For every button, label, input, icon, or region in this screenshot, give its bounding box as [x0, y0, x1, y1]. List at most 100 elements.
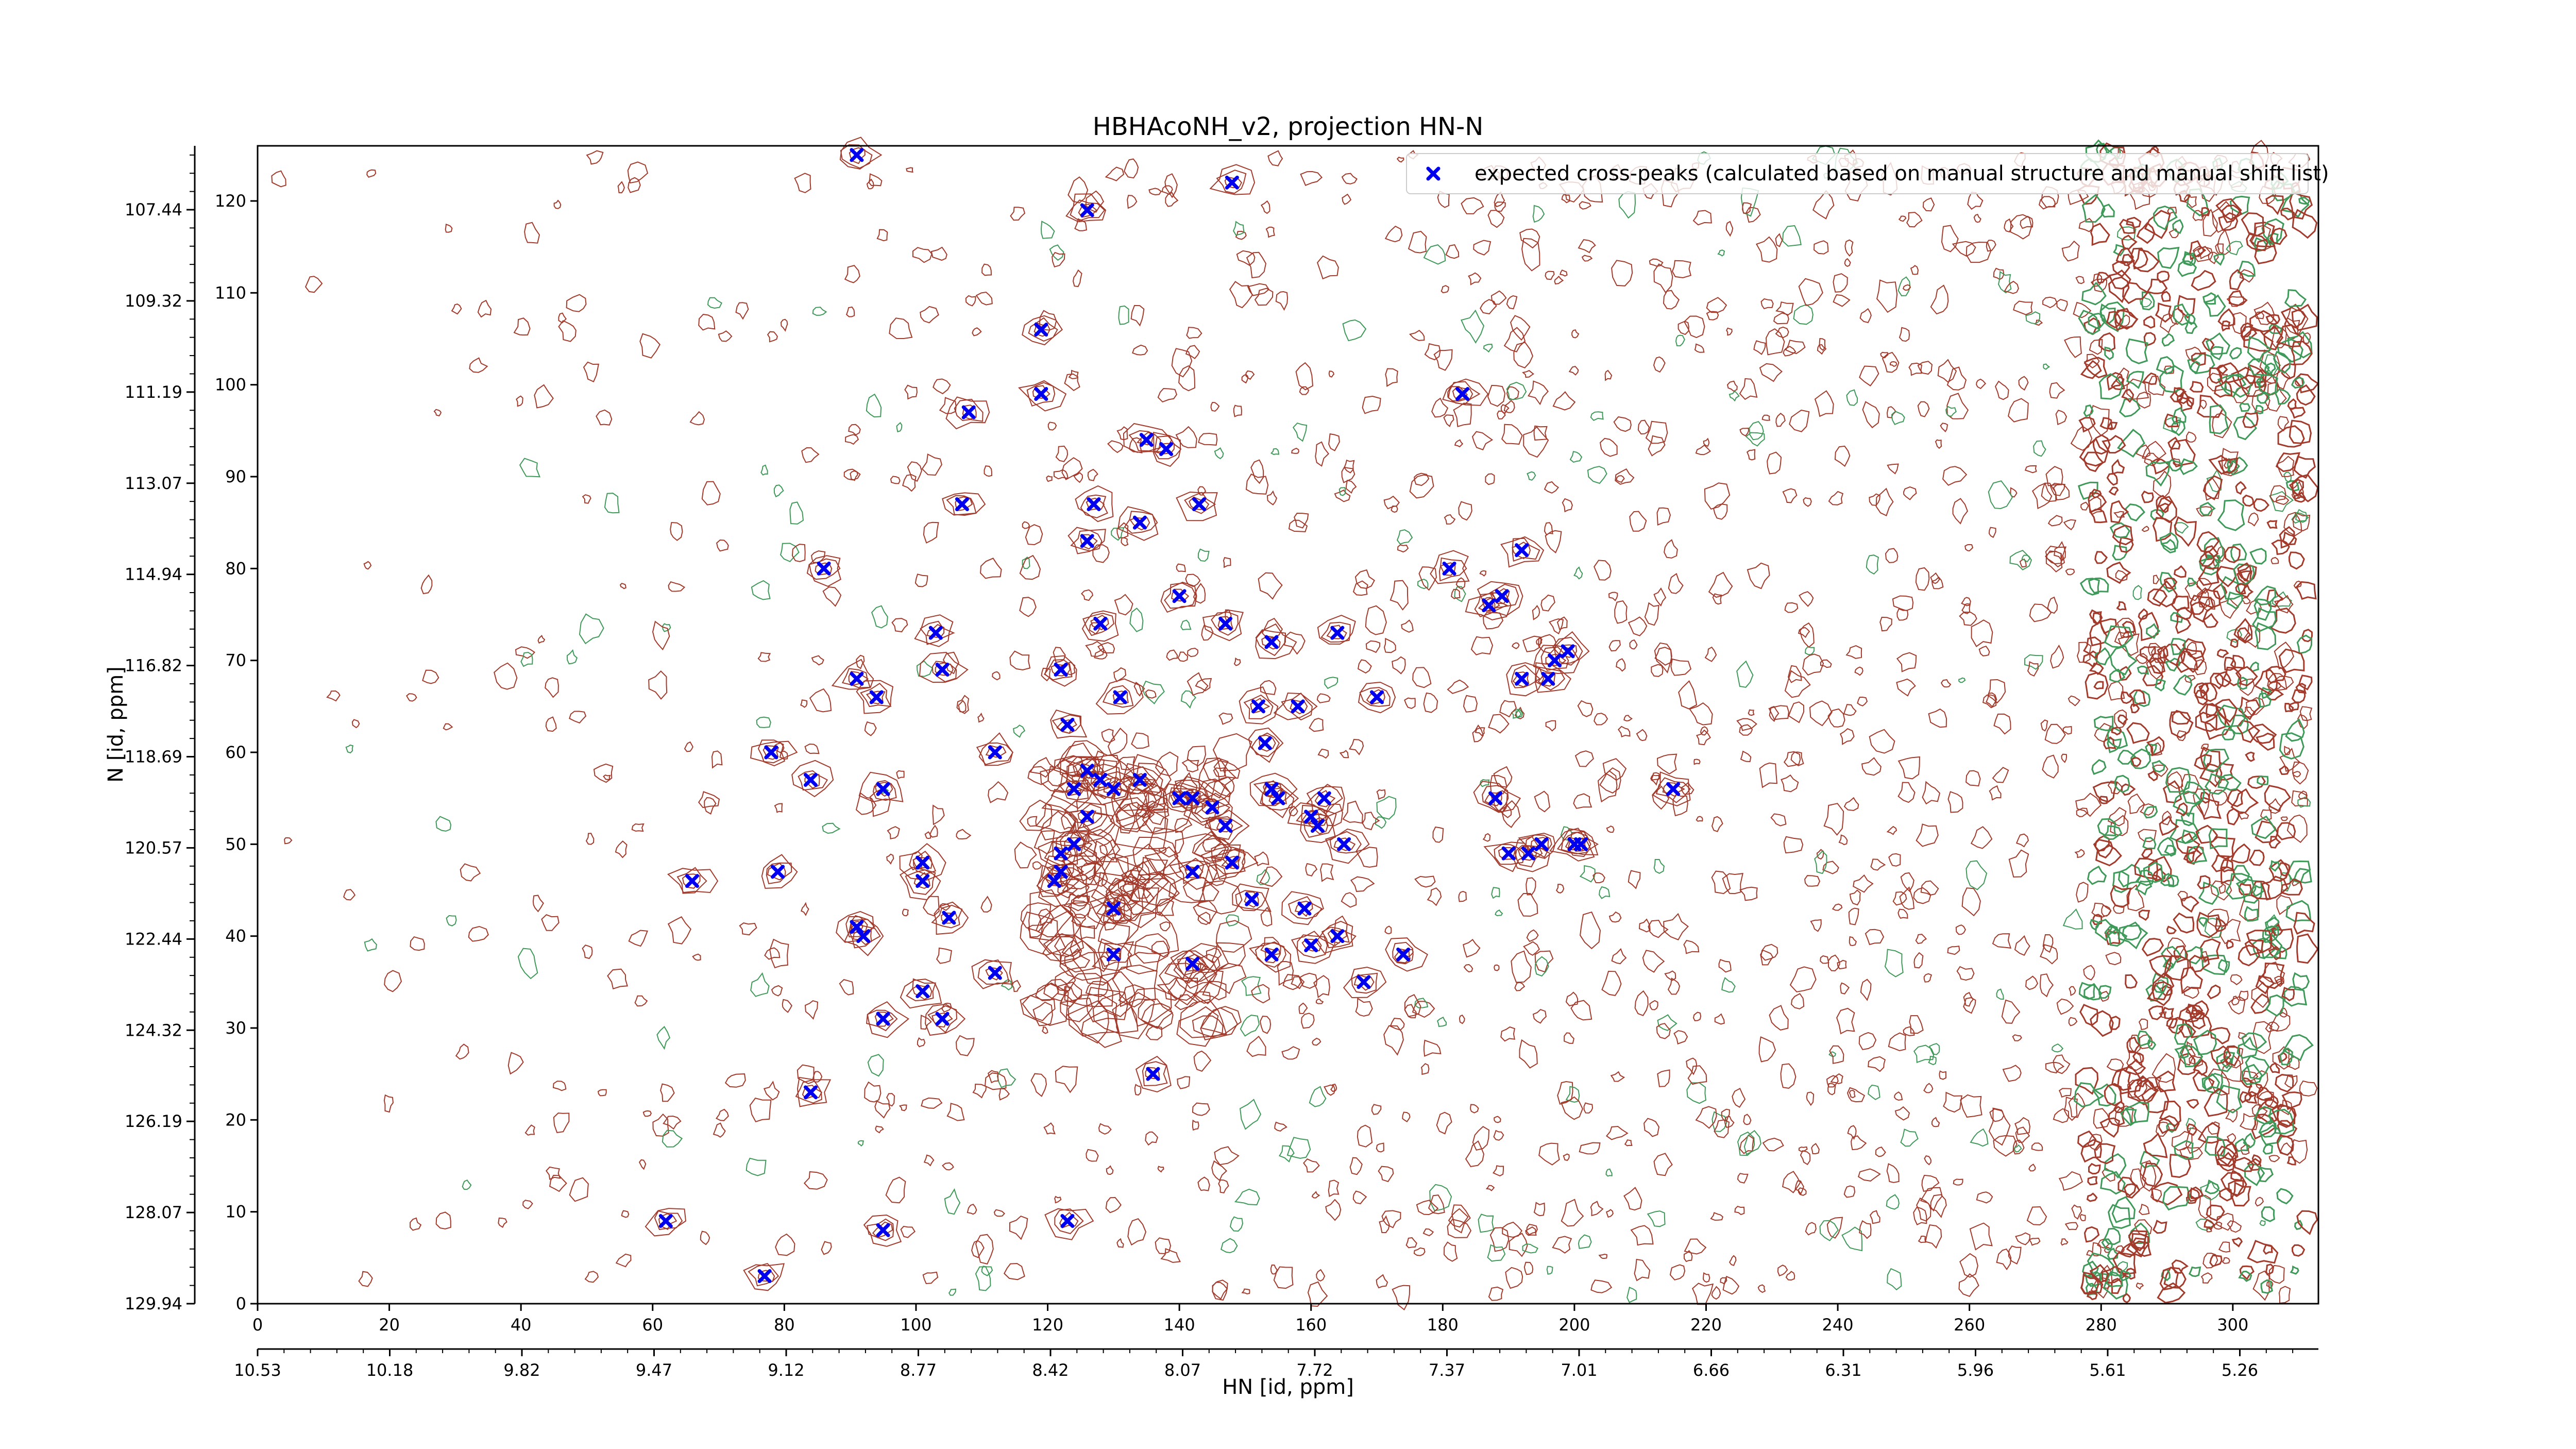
contour-line: [2280, 816, 2288, 821]
contour-line: [2229, 347, 2242, 360]
contour-line: [1652, 771, 1691, 806]
y-ppm-tick-label: 107.44: [125, 200, 182, 220]
y-index-tick-label: 20: [225, 1110, 246, 1130]
legend: expected cross-peaks (calculated based o…: [1406, 153, 2329, 194]
contour-line: [2127, 1076, 2158, 1106]
peak-marker: [1264, 782, 1279, 796]
contour-line: [2199, 763, 2223, 788]
contour-line: [2204, 1073, 2221, 1091]
contour-line: [2117, 1066, 2143, 1094]
contour-line: [1862, 401, 1880, 429]
contour-line: [1040, 811, 1073, 841]
contour-line: [1859, 308, 1872, 324]
contour-line: [1443, 1241, 1458, 1262]
contour-line: [1085, 641, 1105, 657]
contour-line: [2217, 374, 2247, 398]
contour-line: [1105, 166, 1125, 181]
contour-line: [1868, 1056, 1886, 1072]
contour-line: [1341, 173, 1358, 184]
contour-line: [1564, 1032, 1574, 1044]
contour-line: [2008, 849, 2029, 878]
contour-line: [358, 1271, 373, 1287]
contour-line: [1214, 1146, 1240, 1166]
contour-line: [745, 1157, 767, 1176]
contour-line: [780, 318, 788, 332]
contour-line: [2026, 1206, 2047, 1226]
contour-line: [1579, 1142, 1601, 1155]
contour-line: [1480, 779, 1490, 787]
contour-line: [1396, 529, 1413, 545]
contour-line: [2092, 781, 2118, 803]
contour-line: [1381, 1210, 1401, 1228]
contour-line: [1836, 1007, 1855, 1035]
contour-line: [2280, 304, 2307, 329]
contour-line: [2216, 1145, 2237, 1168]
contour-line: [1054, 1195, 1062, 1204]
contour-line: [2224, 1047, 2244, 1069]
contour-line: [2219, 1187, 2232, 1202]
contour-line: [1958, 1273, 1979, 1298]
contour-line: [1358, 681, 1396, 714]
contour-line: [1316, 1269, 1326, 1282]
contour-line: [1544, 522, 1553, 535]
contour-line: [1525, 1226, 1537, 1236]
contour-line: [1628, 616, 1648, 636]
y-index-tick-label: 10: [225, 1202, 246, 1222]
contour-line: [667, 868, 719, 894]
contour-line: [1678, 680, 1698, 710]
contour-line: [2113, 1101, 2125, 1114]
contour-line: [2205, 773, 2229, 795]
contour-line: [1503, 399, 1515, 413]
contour-line: [871, 605, 888, 629]
contour-line: [1886, 1194, 1900, 1210]
contour-line: [2045, 545, 2067, 568]
contour-line: [597, 1089, 607, 1097]
contour-line: [1218, 712, 1233, 725]
contour-line: [1849, 1089, 1856, 1099]
contour-line: [1930, 1194, 1947, 1218]
contour-line: [1708, 571, 1733, 598]
contour-line: [383, 1094, 394, 1113]
contour-line: [1053, 647, 1066, 663]
contour-line: [2151, 760, 2166, 773]
contour-line: [2243, 1132, 2256, 1149]
contour-line: [1599, 437, 1618, 457]
contour-line: [1392, 1285, 1411, 1311]
contour-line: [2170, 387, 2184, 403]
legend-x-marker: [1426, 166, 1440, 181]
contour-line: [1515, 845, 1543, 868]
contour-line: [1020, 982, 1069, 1026]
contour-line: [1175, 426, 1197, 448]
contour-line: [2056, 299, 2068, 312]
contour-line: [1513, 836, 1551, 872]
contour-line: [2253, 669, 2278, 696]
contour-line: [1749, 421, 1764, 441]
peak-marker: [1311, 819, 1325, 833]
contour-line: [1578, 1234, 1592, 1249]
contour-line: [2299, 706, 2313, 721]
contour-line: [2033, 440, 2046, 457]
contour-line: [1164, 173, 1178, 198]
contour-line: [942, 1162, 954, 1171]
contour-line: [1072, 269, 1082, 288]
contour-line: [749, 1097, 772, 1123]
contour-line: [1352, 1190, 1367, 1205]
contour-line: [1260, 783, 1299, 818]
contour-line: [1131, 732, 1149, 749]
contour-line: [773, 484, 784, 498]
contour-line: [2250, 993, 2270, 1014]
peak-marker: [757, 1269, 772, 1283]
contour-line: [1913, 952, 1924, 969]
x-index-tick-label: 220: [1690, 1315, 1722, 1335]
contour-line: [1166, 649, 1178, 661]
contour-line: [1946, 393, 1969, 419]
contour-line: [1046, 475, 1053, 482]
contour-line: [451, 304, 462, 315]
peak-marker: [1132, 515, 1147, 530]
contour-line: [2061, 240, 2080, 262]
contour-line: [1784, 602, 1799, 613]
contour-line: [2283, 512, 2302, 536]
contour-line: [1534, 662, 1572, 693]
contour-line: [1171, 782, 1210, 815]
contour-line: [1019, 597, 1037, 617]
